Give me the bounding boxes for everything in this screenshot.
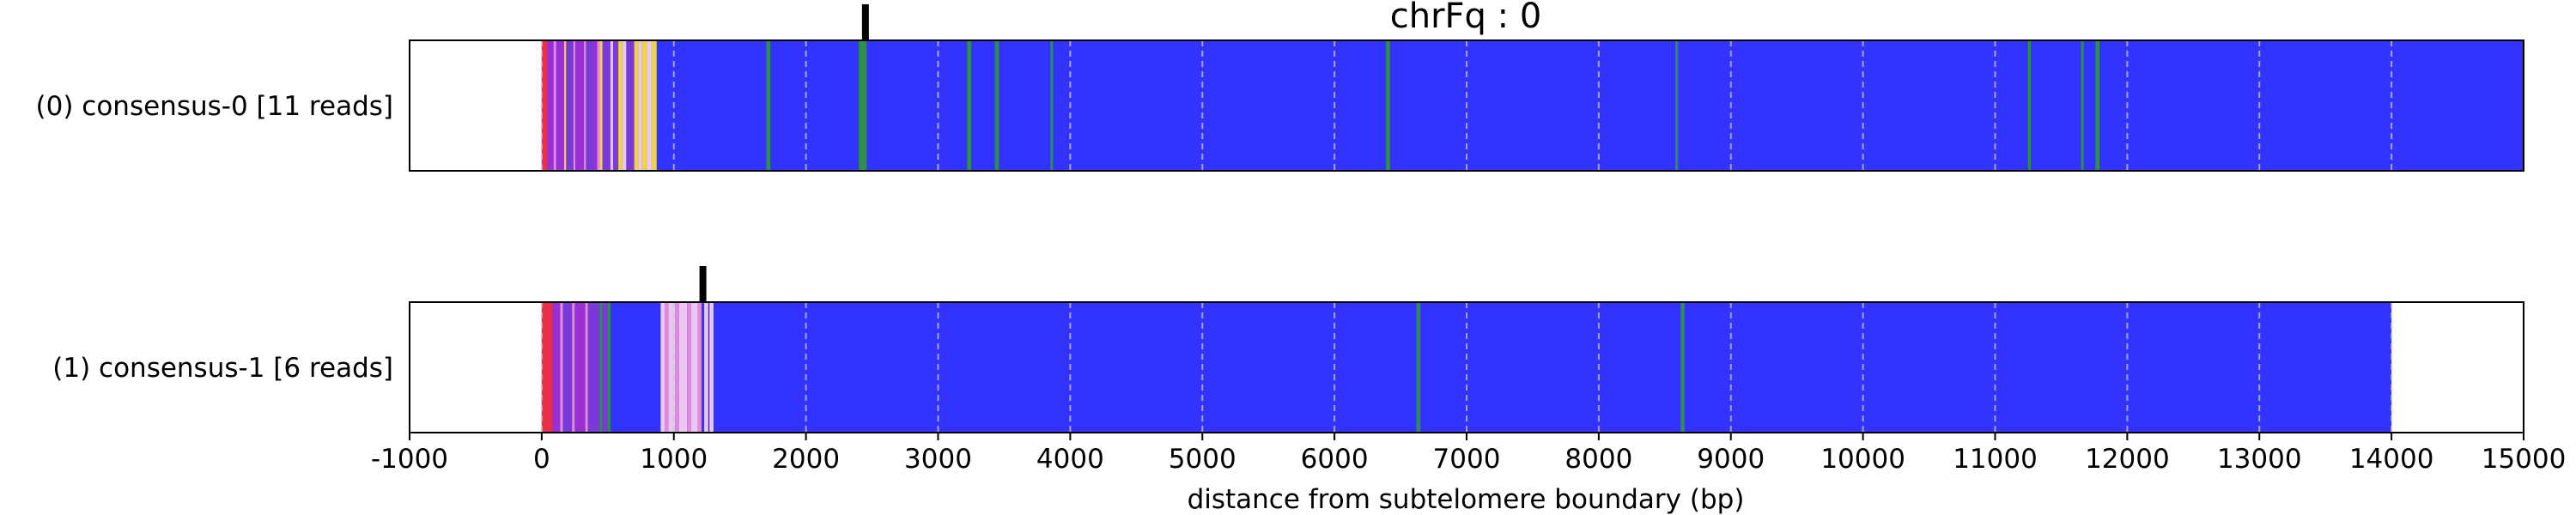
- chart-title: chrFq : 0: [1390, 0, 1542, 36]
- feature-light_kmer: [690, 302, 698, 433]
- feature-light_kmer: [704, 302, 708, 433]
- x-tick-label: 10000: [1820, 444, 1905, 475]
- feature-pink_kmer: [553, 40, 556, 171]
- x-tick-label: 7000: [1433, 444, 1501, 475]
- feature-yellow_kmer: [618, 40, 623, 171]
- feature-violet_kmer: [612, 40, 619, 171]
- feature-pink_kmer: [584, 40, 586, 171]
- feature-pink_kmer: [687, 302, 691, 433]
- feature-light_kmer: [678, 302, 688, 433]
- feature-yellow_kmer: [651, 40, 657, 171]
- feature-green_kmer: [766, 40, 771, 171]
- x-axis-label: distance from subtelomere boundary (bp): [1188, 484, 1745, 515]
- track-label: (0) consensus-0 [11 reads]: [36, 91, 393, 122]
- feature-green_kmer: [1675, 40, 1679, 171]
- x-tick-label: 8000: [1564, 444, 1632, 475]
- feature-light_kmer: [622, 40, 627, 171]
- track-frame: [409, 39, 2524, 172]
- x-tick-label: 13000: [2217, 444, 2302, 475]
- tracks-group: (0) consensus-0 [11 reads] (1) consensus-…: [36, 4, 2524, 433]
- x-tick-label: 1000: [640, 444, 708, 475]
- feature-pink_kmer: [675, 302, 679, 433]
- feature-light_kmer: [660, 302, 665, 433]
- feature-yellow_kmer: [641, 40, 647, 171]
- feature-pink_kmer: [560, 302, 563, 433]
- x-tick-label: 14000: [2349, 444, 2434, 475]
- feature-green_kmer: [2081, 40, 2084, 171]
- x-tick-label: 12000: [2085, 444, 2170, 475]
- feature-violet_kmer: [566, 40, 574, 171]
- feature-green_kmer: [2027, 40, 2032, 171]
- x-tick-label: 6000: [1301, 444, 1369, 475]
- x-tick-label: 11000: [1953, 444, 2038, 475]
- feature-violet_kmer: [602, 302, 608, 433]
- feature-violet_kmer: [626, 40, 635, 171]
- feature-pink_kmer: [697, 302, 702, 433]
- feature-violet_kmer: [562, 302, 573, 433]
- feature-purple_kmer: [575, 40, 585, 171]
- feature-green_kmer: [1050, 40, 1054, 171]
- feature-pink_kmer: [597, 40, 600, 171]
- feature-pink_kmer: [585, 302, 588, 433]
- feature-green_kmer: [607, 302, 611, 433]
- feature-green_kmer: [1680, 302, 1685, 433]
- feature-green_kmer: [859, 40, 867, 171]
- feature-purple_kmer: [547, 40, 554, 171]
- feature-yellow_kmer: [599, 40, 603, 171]
- x-tick-label: 9000: [1697, 444, 1765, 475]
- feature-green_kmer: [599, 302, 603, 433]
- x-tick-label: 15000: [2482, 444, 2567, 475]
- x-axis-ticks: -1000 0 1000 2000 3000 4000 5000 6000 7000 8000 90…: [371, 433, 2566, 475]
- feature-purple_kmer: [552, 302, 561, 433]
- x-tick-label: -1000: [371, 444, 448, 475]
- x-tick-label: 2000: [772, 444, 840, 475]
- x-tick-label: 3000: [904, 444, 972, 475]
- feature-light_kmer: [668, 302, 676, 433]
- x-tick-label: 0: [533, 444, 550, 475]
- track-0: (0) consensus-0 [11 reads]: [36, 4, 2524, 172]
- repeat-region-bar: [541, 40, 2524, 171]
- feature-green_kmer: [1386, 40, 1390, 171]
- feature-yellow_kmer: [634, 40, 639, 171]
- x-tick-label: 5000: [1169, 444, 1236, 475]
- feature-violet_kmer: [586, 40, 593, 171]
- feature-purple_kmer: [556, 40, 565, 171]
- feature-yellow_kmer: [564, 40, 567, 171]
- track-1: (1) consensus-1 [6 reads]: [52, 266, 2524, 433]
- feature-telomere: [541, 40, 548, 171]
- feature-green_kmer: [2095, 40, 2100, 171]
- feature-green_kmer: [1416, 302, 1421, 433]
- feature-pink_kmer: [573, 40, 576, 171]
- x-tick-label: 4000: [1036, 444, 1104, 475]
- feature-pink_kmer: [664, 302, 669, 433]
- feature-purple_kmer: [592, 40, 598, 171]
- feature-green_kmer: [994, 40, 999, 171]
- feature-pink_kmer: [572, 302, 575, 433]
- feature-violet_kmer: [602, 40, 611, 171]
- feature-light_kmer: [638, 40, 642, 171]
- feature-light_kmer: [647, 40, 652, 171]
- feature-green_kmer: [967, 40, 971, 171]
- feature-telomere: [541, 302, 553, 433]
- track-label: (1) consensus-1 [6 reads]: [52, 353, 393, 384]
- feature-violet_kmer: [587, 302, 600, 433]
- feature-light_kmer: [610, 40, 613, 171]
- feature-purple_kmer: [574, 302, 586, 433]
- feature-light_kmer: [709, 302, 714, 433]
